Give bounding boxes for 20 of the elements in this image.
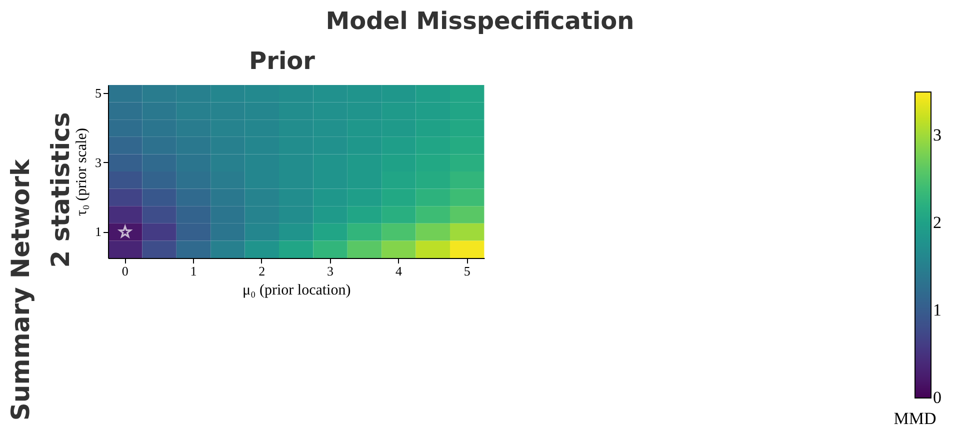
x-tick-label: 4 bbox=[395, 264, 402, 278]
x-tick-label: 3 bbox=[327, 264, 334, 278]
y-axis-title: τ₀ (prior scale) bbox=[74, 128, 90, 216]
text: 2 statistics bbox=[46, 112, 75, 268]
y-tick-label: 1 bbox=[95, 224, 102, 240]
color-bar-label: 2 bbox=[933, 213, 942, 232]
x-tick-label: 1 bbox=[190, 264, 197, 278]
y-tick-label: 5 bbox=[95, 86, 102, 101]
y-tick-label: 3 bbox=[95, 154, 102, 170]
chart-subtitle: Prior bbox=[249, 47, 316, 75]
color-bar-label: 0 bbox=[933, 388, 942, 407]
chart-title: Model Misspecification bbox=[326, 7, 634, 35]
x-tick-label: 0 bbox=[122, 264, 128, 278]
x-tick-label: 5 bbox=[464, 264, 470, 278]
color-bar-label: 1 bbox=[933, 300, 942, 320]
color-bar-label: 3 bbox=[933, 126, 942, 145]
x-axis-title: μ₀ (prior location) bbox=[242, 282, 351, 298]
text: Summary Network bbox=[6, 158, 35, 421]
color-bar-title: MMD bbox=[894, 409, 936, 428]
x-tick-label: 2 bbox=[258, 264, 266, 278]
